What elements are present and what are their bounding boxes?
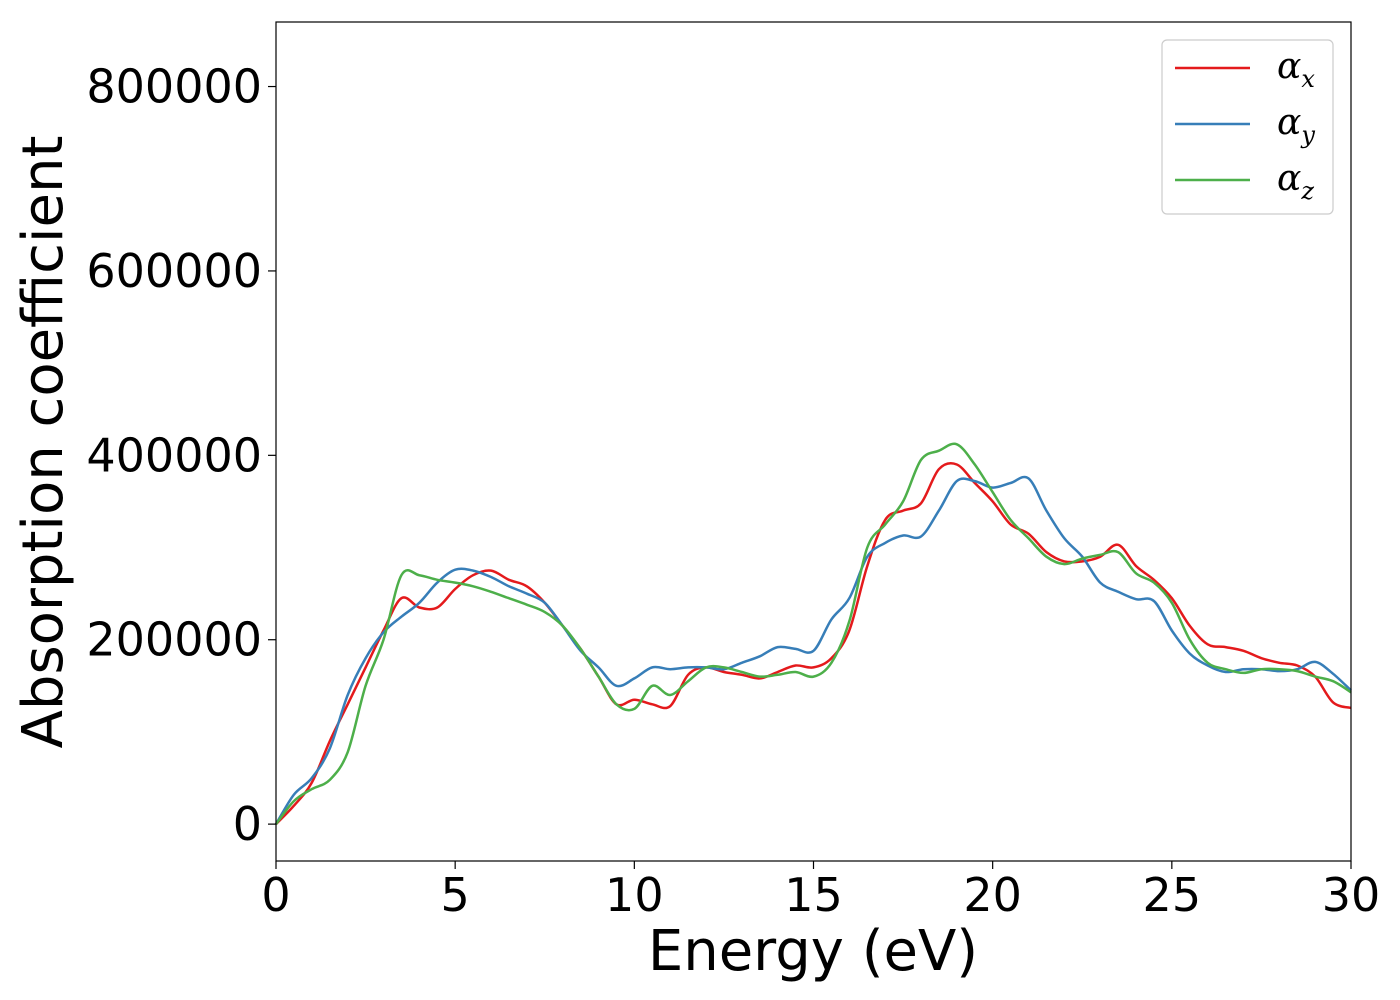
x-tick-label: 5 [441,868,470,922]
y-tick-label: 400000 [86,428,262,482]
x-tick-label: 25 [1143,868,1202,922]
series-line-x [275,462,1352,825]
x-tick-label: 0 [261,868,290,922]
x-tick-label: 30 [1322,868,1381,922]
series-layer [274,442,1352,825]
y-axis-label: Absorption coefficient [11,136,76,749]
legend-box [1161,39,1334,215]
y-tick-label: 600000 [86,244,262,298]
y-tick-label: 200000 [86,613,262,667]
y-axis: 0 200000 400000 600000 800000 [86,60,276,851]
series-line-z [275,442,1352,825]
series-line-y [274,475,1352,825]
y-tick-label: 800000 [86,60,262,114]
x-tick-label: 10 [605,868,664,922]
y-tick-label: 0 [233,797,262,851]
x-axis-label: Energy (eV) [648,919,978,984]
x-axis: 0 5 10 15 20 25 30 [261,861,1380,922]
x-tick-label: 15 [784,868,843,922]
x-tick-label: 20 [963,868,1022,922]
